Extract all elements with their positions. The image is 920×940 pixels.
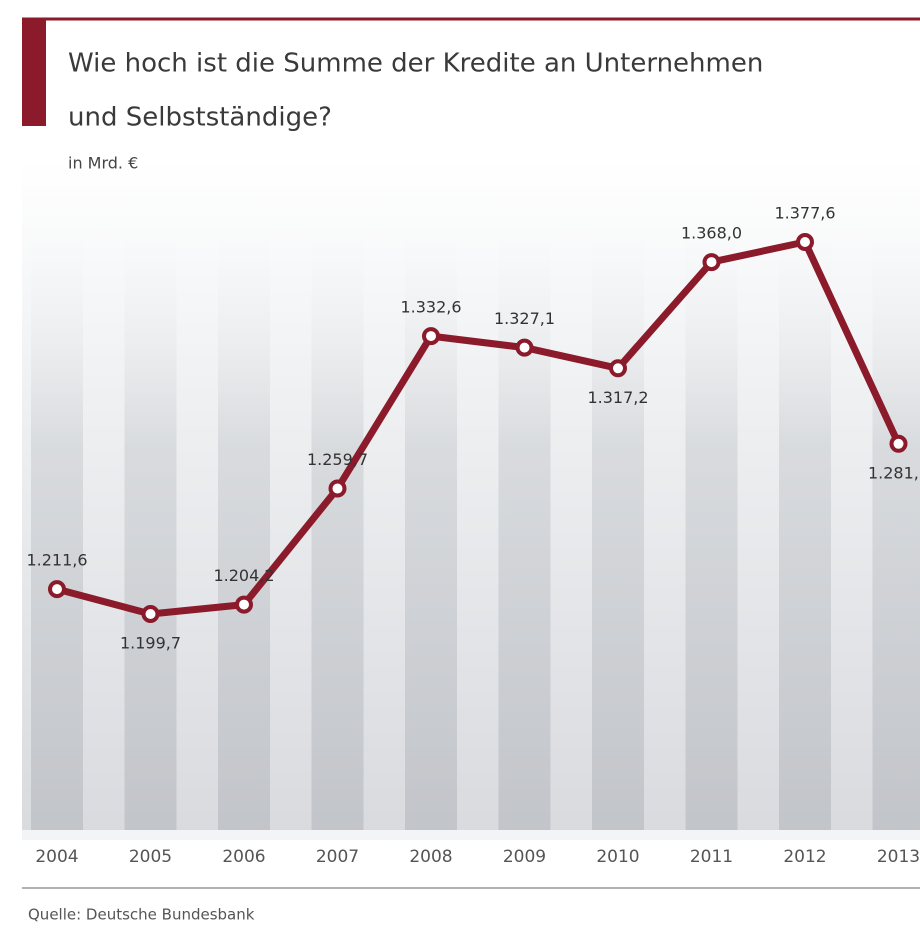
point [331,482,345,496]
point [237,598,251,612]
chart: Wie hoch ist die Summe der Kredite an Un… [0,0,920,940]
chart-subtitle: in Mrd. € [68,154,138,173]
accent-bar [22,18,46,126]
value-label: 1.317,2 [587,388,648,407]
x-tick-label: 2010 [596,847,639,867]
chart-title: und Selbstständige? [68,103,332,133]
x-tick-label: 2008 [409,847,452,867]
point [892,437,906,451]
chart-title: Wie hoch ist die Summe der Kredite an Un… [68,49,763,79]
value-label: 1.327,1 [494,309,555,328]
x-tick-label: 2011 [690,847,733,867]
x-tick-label: 2004 [35,847,78,867]
column-stripe [31,190,83,830]
column-stripe [499,190,551,830]
value-label: 1.332,6 [400,298,461,317]
value-label: 1.259,7 [307,450,368,469]
column-stripe [873,190,920,830]
column-stripe [592,190,644,830]
column-stripe [125,190,177,830]
x-tick-label: 2013 [877,847,920,867]
point [50,582,64,596]
point [518,341,532,355]
value-label: 1.211,6 [26,551,87,570]
value-label: 1.281,1 [868,463,920,482]
point [705,255,719,269]
x-tick-label: 2006 [222,847,265,867]
value-label: 1.377,6 [774,204,835,223]
source: Quelle: Deutsche Bundesbank [28,906,255,924]
x-tick-label: 2012 [783,847,826,867]
column-stripe [218,190,270,830]
x-tick-label: 2005 [129,847,172,867]
point [798,235,812,249]
x-tick-label: 2009 [503,847,546,867]
value-label: 1.204,2 [213,566,274,585]
point [144,607,158,621]
column-stripe [405,190,457,830]
value-label: 1.199,7 [120,634,181,653]
x-tick-label: 2007 [316,847,359,867]
value-label: 1.368,0 [681,224,742,243]
point [424,329,438,343]
point [611,361,625,375]
